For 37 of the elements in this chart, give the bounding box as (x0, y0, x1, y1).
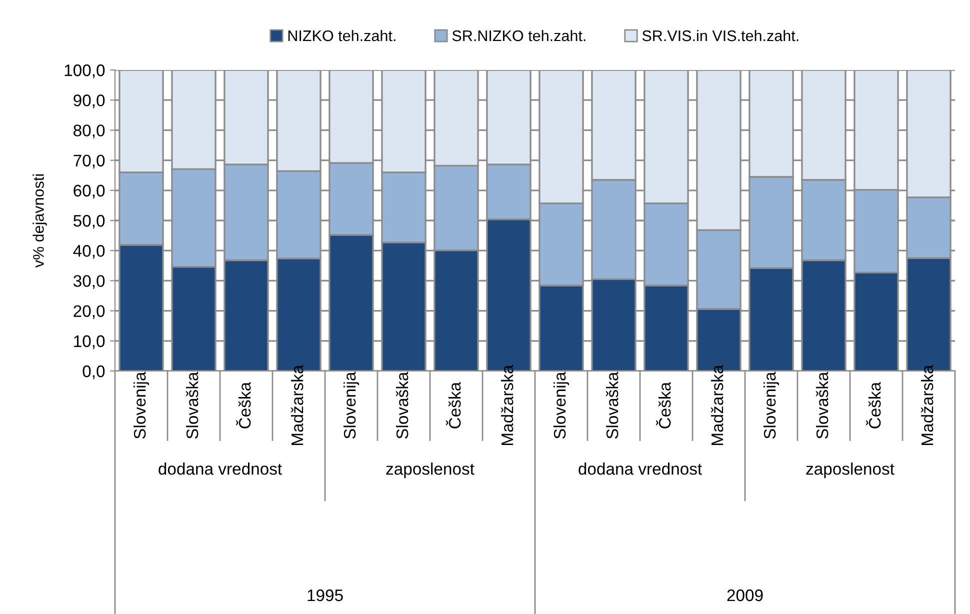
legend-label: NIZKO teh.zaht. (288, 30, 396, 42)
text: dodana vrednost (578, 462, 702, 475)
x-tick-label: Češka (446, 382, 461, 428)
text: zaposlenost (806, 462, 894, 478)
x-tick-label: Češka (236, 382, 251, 428)
x-tick-label: Slovaška (396, 372, 408, 439)
y-tick-label: 100,0 (64, 64, 105, 78)
x-tick-label: Slovenija (343, 372, 360, 439)
x-tick-label: Češka (656, 382, 671, 428)
legend-label: SR.NIZKO teh.zaht. (452, 30, 586, 42)
x-tick-label: Češka (866, 382, 881, 428)
text: dodana vrednost (158, 462, 282, 475)
y-tick-label: 70,0 (74, 154, 105, 168)
y-tick-label: 60,0 (74, 184, 105, 199)
x-tick-label: Slovenija (763, 372, 780, 439)
x-tick-label: Madžarska (920, 364, 934, 445)
x-tick-label: Slovenija (133, 372, 150, 439)
y-tick-label: 0,0 (82, 365, 105, 380)
x-tick-label: Madžarska (710, 364, 724, 445)
y-tick-label: 50,0 (74, 214, 105, 229)
y-tick-label: 80,0 (74, 124, 105, 138)
y-tick-label: 20,0 (74, 305, 105, 319)
y-tick-label: 40,0 (73, 245, 105, 259)
y-axis-title: v% dejavnosti (32, 174, 47, 268)
text: 2009 (727, 589, 763, 602)
y-tick-label: 30,0 (73, 275, 105, 289)
text: zaposlenost (386, 462, 474, 478)
x-tick-label: Madžarska (500, 364, 514, 445)
x-tick-label: Slovaška (816, 372, 828, 439)
x-tick-label: Slovenija (553, 372, 570, 439)
text: 1995 (308, 589, 343, 602)
x-tick-label: Slovaška (186, 372, 198, 439)
x-tick-label: Madžarska (290, 364, 304, 445)
x-tick-label: Slovaška (606, 372, 618, 439)
legend-label: SR.VIS.in VIS.teh.zaht. (642, 30, 798, 42)
y-tick-label: 90,0 (74, 94, 105, 108)
y-tick-label: 10,0 (74, 335, 105, 350)
